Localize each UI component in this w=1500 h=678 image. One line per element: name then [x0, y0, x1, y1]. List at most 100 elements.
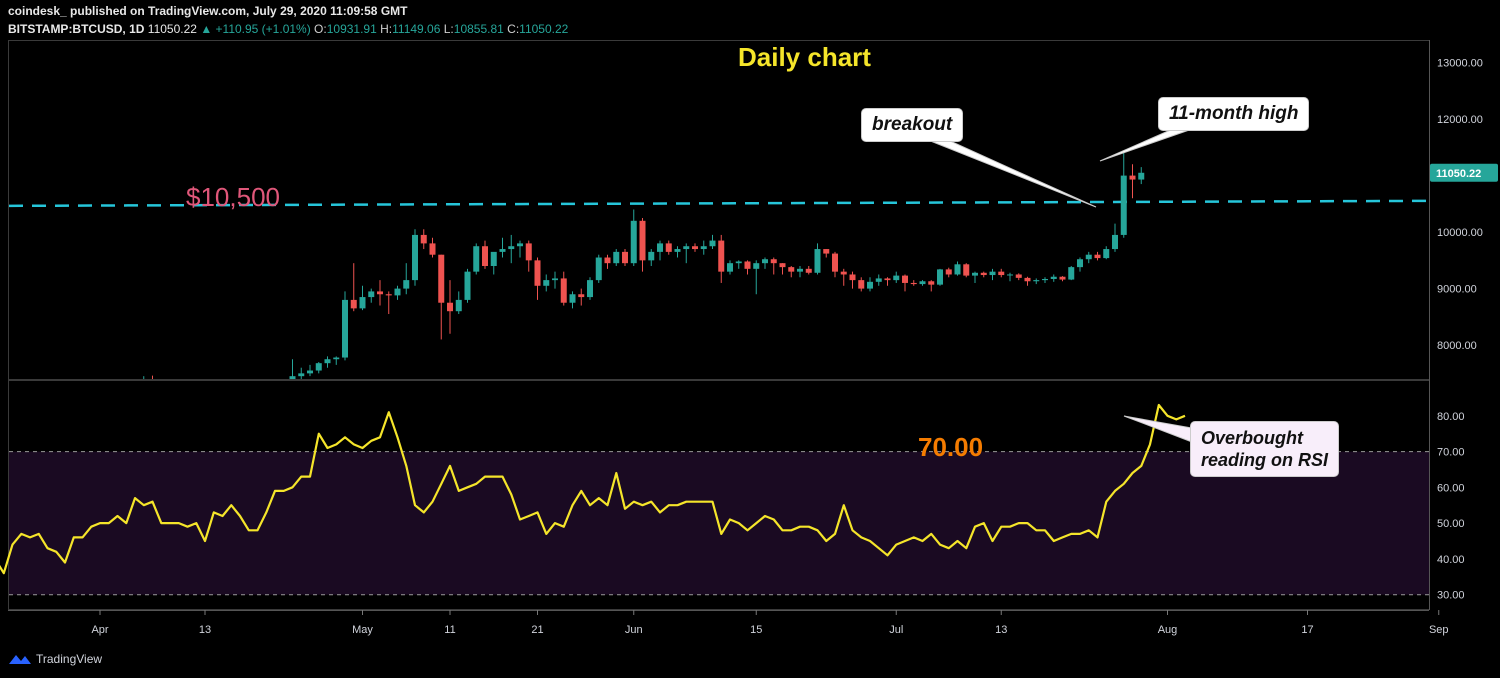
last-price-tag	[1430, 163, 1498, 182]
publish-text: coindesk_ published on TradingView.com, …	[8, 4, 408, 18]
rsi-tick-label: 80.00	[1437, 411, 1465, 423]
candle	[735, 260, 742, 269]
chart-title: Daily chart	[738, 42, 871, 72]
candle	[718, 234, 725, 283]
candle-body	[884, 278, 891, 281]
candle-body	[1050, 276, 1057, 279]
candle	[350, 263, 357, 312]
candle-body	[324, 359, 331, 364]
candle	[1112, 223, 1118, 252]
candle	[709, 234, 716, 250]
candle	[928, 280, 935, 292]
candle-body	[569, 294, 576, 303]
candle	[482, 240, 488, 269]
candle-body	[928, 281, 935, 285]
candle-body	[385, 294, 392, 296]
candle	[963, 263, 970, 278]
candle-body	[377, 291, 383, 295]
candle-body	[910, 282, 917, 285]
candle	[902, 274, 908, 292]
open-label: O:	[314, 22, 327, 36]
candle-body	[595, 257, 602, 281]
candle-body	[630, 220, 637, 264]
candle	[152, 375, 153, 379]
overbought-callout: Overbought reading on RSI	[1190, 421, 1340, 477]
symbol-label: BITSTAMP:BTCUSD, 1D	[8, 22, 145, 36]
candle	[377, 280, 383, 306]
candle-body	[972, 272, 978, 276]
candle-body	[604, 257, 611, 264]
candle-body	[989, 271, 996, 276]
candle	[910, 280, 917, 286]
candle-body	[403, 280, 410, 289]
candle-body	[350, 299, 357, 309]
candle-body	[613, 251, 620, 264]
candle	[779, 263, 786, 275]
candle	[1050, 274, 1057, 282]
candle	[342, 291, 348, 361]
candle-body	[525, 243, 532, 261]
candle	[998, 268, 1005, 278]
candle-body	[797, 268, 803, 272]
breakout-callout: breakout	[861, 108, 964, 142]
ohlc-line: BITSTAMP:BTCUSD, 1D 11050.22 ▲ +110.95 (…	[8, 22, 568, 36]
candle	[604, 254, 611, 269]
candle-body	[447, 302, 453, 312]
candle	[429, 237, 436, 258]
candle	[1015, 273, 1022, 281]
candle	[525, 240, 532, 272]
candle	[368, 288, 375, 303]
overbought-line2: reading on RSI	[1201, 450, 1329, 470]
candle-body	[1085, 254, 1092, 260]
candle	[665, 240, 672, 255]
candle	[359, 285, 366, 311]
candle	[1094, 251, 1101, 261]
candle	[143, 376, 145, 379]
candle	[543, 274, 550, 292]
candle-body	[945, 269, 952, 275]
level-line	[8, 199, 1430, 208]
candle-body	[490, 251, 497, 266]
candle-body	[517, 243, 523, 247]
candle	[595, 254, 602, 283]
candle	[1138, 167, 1145, 185]
candle	[289, 359, 296, 379]
candle	[1077, 257, 1083, 272]
candle-body	[464, 271, 471, 300]
candle	[639, 217, 646, 272]
candle	[1007, 272, 1013, 282]
high-value: 11149.06	[392, 22, 441, 36]
candle-body	[998, 271, 1005, 276]
candle-body	[1112, 234, 1118, 250]
candle-body	[429, 243, 436, 255]
candle-body	[954, 264, 961, 275]
rsi-tick-label: 30.00	[1437, 590, 1465, 602]
candle-body	[482, 246, 488, 266]
publish-line: coindesk_ published on TradingView.com, …	[8, 4, 407, 18]
candle	[1059, 276, 1066, 282]
candle	[324, 356, 331, 368]
candle-body	[805, 268, 812, 273]
candle	[569, 291, 576, 309]
candle-body	[753, 263, 760, 269]
rsi-tick-label: 40.00	[1437, 554, 1465, 566]
candle-body	[1024, 277, 1031, 282]
candle	[727, 260, 733, 275]
candle	[683, 243, 690, 264]
candle-body	[412, 234, 418, 281]
candle-body	[919, 281, 926, 285]
candle-body	[744, 261, 751, 269]
candle	[945, 267, 952, 278]
candle-body	[875, 278, 882, 282]
candle-body	[499, 249, 506, 252]
candle-body	[700, 246, 707, 250]
candle-body	[1007, 274, 1013, 276]
rsi-line	[0, 403, 1186, 575]
candle-body	[963, 264, 970, 276]
candle	[315, 362, 322, 374]
candle-body	[560, 278, 567, 303]
candle-body	[1068, 267, 1075, 280]
overbought-line1: Overbought	[1201, 428, 1303, 448]
price-tick-label: 13000.00	[1437, 58, 1483, 70]
candle	[893, 271, 900, 283]
